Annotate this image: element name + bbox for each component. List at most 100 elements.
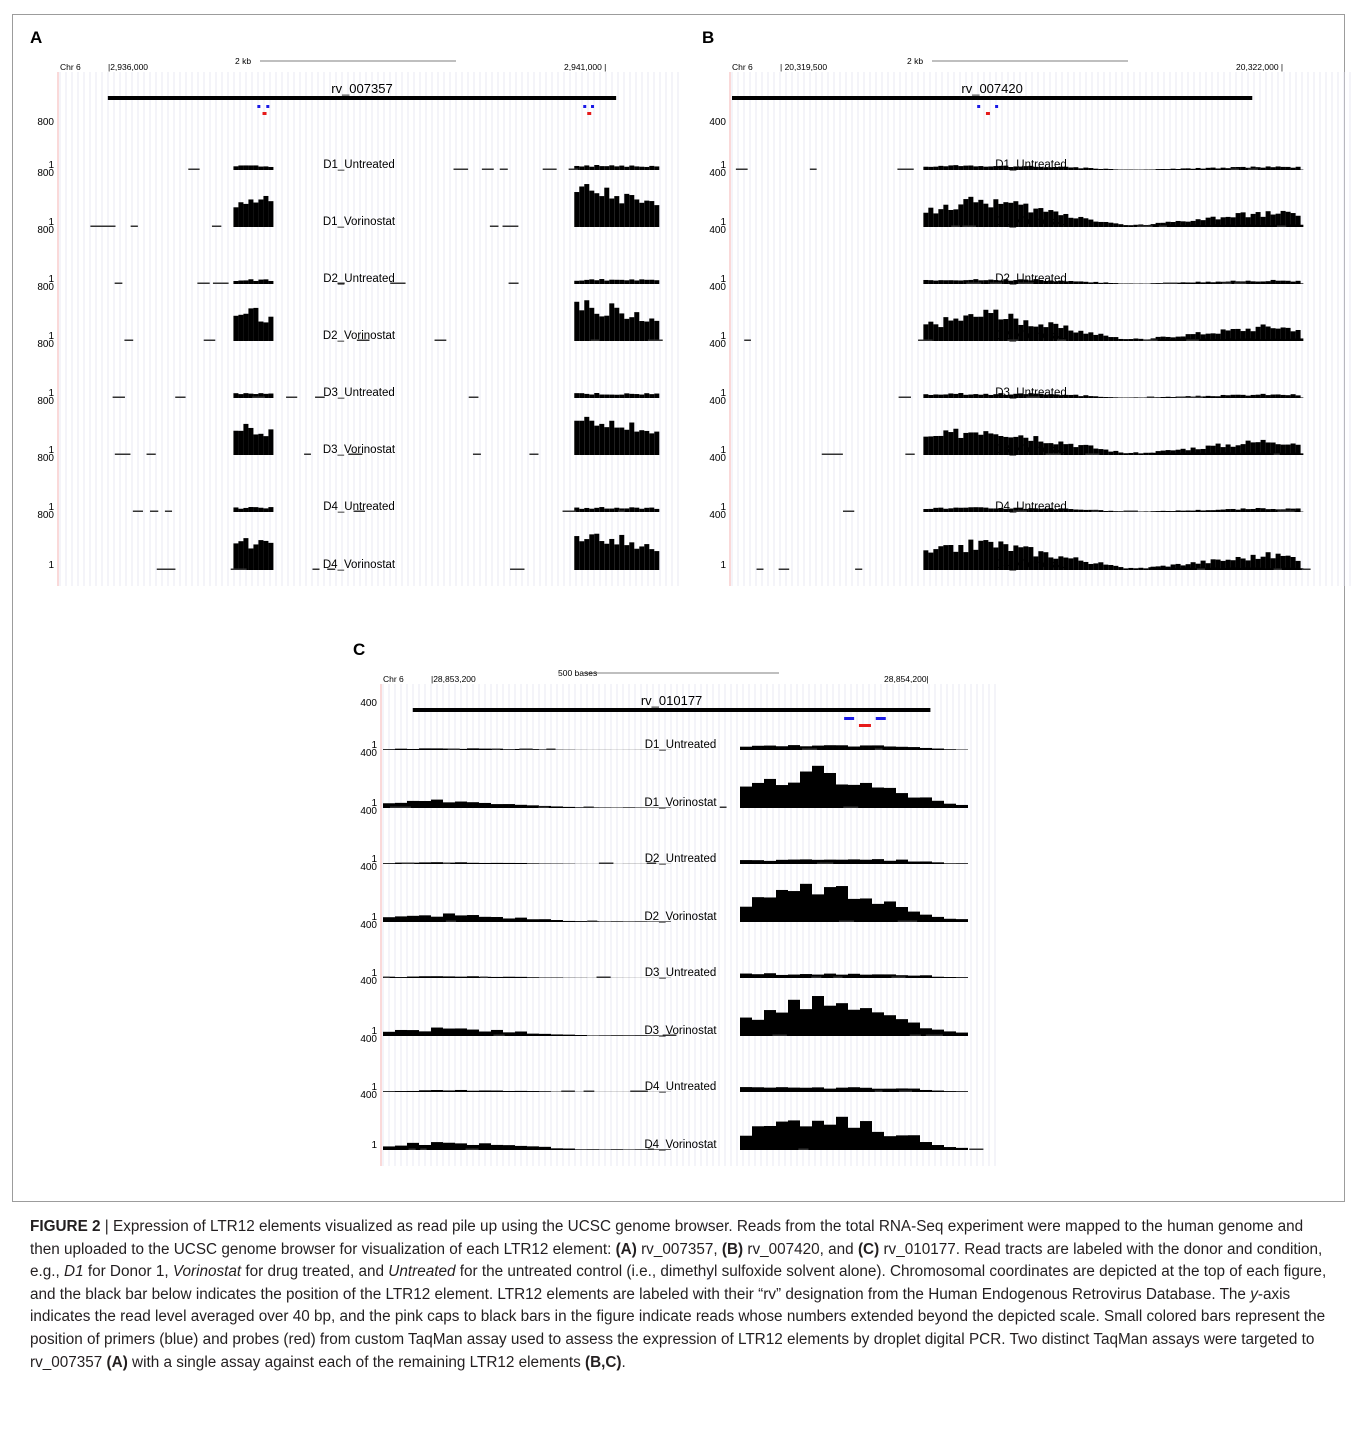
coverage-bar xyxy=(1093,221,1099,227)
element-bar xyxy=(412,708,931,712)
coverage-bar xyxy=(243,280,249,284)
coverage-bar xyxy=(419,976,431,978)
coverage-bar xyxy=(1058,508,1064,512)
coverage-bar xyxy=(1113,223,1119,227)
coverage-bar xyxy=(1068,443,1074,455)
coverage-bar xyxy=(1285,395,1291,398)
coverage-bar xyxy=(1043,280,1049,284)
coverage-bar xyxy=(1078,509,1084,512)
coverage-bar xyxy=(1155,222,1161,227)
coverage-bar xyxy=(1113,283,1119,284)
coverage-bar xyxy=(1265,281,1271,284)
coverage-bar xyxy=(1280,210,1286,227)
coverage-bar xyxy=(1285,508,1291,512)
coverage-bar xyxy=(1275,166,1281,170)
track-label: D2_Vorinostat xyxy=(323,330,396,342)
coverage-bar xyxy=(1023,508,1029,512)
coverage-bar xyxy=(419,1090,431,1092)
coverage-bar xyxy=(574,420,580,455)
coverage-bar xyxy=(956,919,968,922)
coverage-bar xyxy=(419,862,431,864)
coverage-bar xyxy=(431,799,443,808)
coverage-bar xyxy=(1160,222,1166,227)
coverage-bar xyxy=(243,423,249,455)
coverage-bar xyxy=(1058,395,1064,398)
coverage-bar xyxy=(634,507,640,512)
coverage-bar xyxy=(1058,215,1064,227)
coverage-bar xyxy=(740,1135,752,1150)
coverage-bar xyxy=(1028,547,1034,570)
read-fragment xyxy=(647,339,663,341)
coverage-bar xyxy=(1155,451,1161,455)
read-fragment xyxy=(962,225,975,227)
coverage-bar xyxy=(1185,334,1191,341)
read-fragment xyxy=(468,396,479,398)
coverage-bar xyxy=(467,862,479,864)
read-fragment xyxy=(802,748,818,750)
coverage-bar xyxy=(248,427,254,455)
coverage-bar xyxy=(923,394,929,398)
ref-bc: (B,C) xyxy=(584,1353,622,1371)
y-axis-one-label: 1 xyxy=(48,160,54,171)
coverage-bar xyxy=(1240,394,1246,398)
coverage-bar xyxy=(258,321,264,341)
coverage-bar xyxy=(1118,338,1124,341)
coverage-bar xyxy=(1210,216,1216,227)
coverage-bar xyxy=(953,165,959,170)
coverage-bar xyxy=(928,321,934,341)
coverage-bar xyxy=(1295,166,1301,170)
coverage-bar xyxy=(1003,394,1009,398)
coverage-bar xyxy=(1108,337,1114,341)
read-fragment xyxy=(1234,282,1247,284)
coverage-bar xyxy=(1013,393,1019,398)
coverage-bar xyxy=(1170,221,1176,227)
coverage-bar xyxy=(527,977,539,978)
coverage-bar xyxy=(1260,439,1266,455)
coverage-bar xyxy=(574,393,580,398)
coverage-bar xyxy=(455,1089,467,1092)
coverage-bar xyxy=(1098,333,1104,341)
coverage-bar xyxy=(614,544,620,570)
coverage-bar xyxy=(551,1034,563,1036)
coverage-bar xyxy=(1220,217,1226,227)
coverage-bar xyxy=(1165,169,1171,170)
y-axis-top-label: 800 xyxy=(37,225,54,236)
coverage-bar xyxy=(884,746,896,750)
coverage-bar xyxy=(238,430,244,455)
coverage-bar xyxy=(848,784,860,808)
coverage-bar xyxy=(1008,394,1014,398)
coverage-bar xyxy=(395,1091,407,1092)
primer-mark xyxy=(875,717,886,720)
coverage-bar xyxy=(1230,446,1236,455)
coverage-bar xyxy=(467,1029,479,1036)
y-axis-top-label: 800 xyxy=(37,339,54,350)
coverage-bar xyxy=(609,538,615,570)
coverage-bar xyxy=(1083,218,1089,227)
coverage-bar xyxy=(1008,550,1014,570)
coverage-bar xyxy=(1235,213,1241,227)
coverage-bar xyxy=(993,199,999,227)
coverage-bar xyxy=(1195,219,1201,227)
coverage-bar xyxy=(764,1087,776,1092)
coverage-bar xyxy=(860,745,872,750)
coverage-bar xyxy=(920,1089,932,1092)
coverage-bar xyxy=(983,431,989,455)
coverage-bar xyxy=(584,300,590,341)
coverage-bar xyxy=(1113,565,1119,570)
coverage-bar xyxy=(872,903,884,922)
coverage-bar xyxy=(1150,511,1156,512)
coverage-bar xyxy=(1245,509,1251,512)
coverage-bar xyxy=(1078,396,1084,398)
coverage-bar xyxy=(812,859,824,864)
coverage-bar xyxy=(920,975,932,978)
coverage-bar xyxy=(1230,560,1236,570)
coverage-bar xyxy=(443,913,455,922)
coverage-bar xyxy=(644,430,650,455)
coverage-bar xyxy=(604,166,610,170)
coverage-bar xyxy=(1175,220,1181,227)
coverage-bar xyxy=(268,166,274,170)
coverage-bar xyxy=(752,1126,764,1150)
coverage-bar xyxy=(1003,508,1009,512)
coverage-bar xyxy=(848,746,860,750)
coverage-bar xyxy=(1118,224,1124,227)
